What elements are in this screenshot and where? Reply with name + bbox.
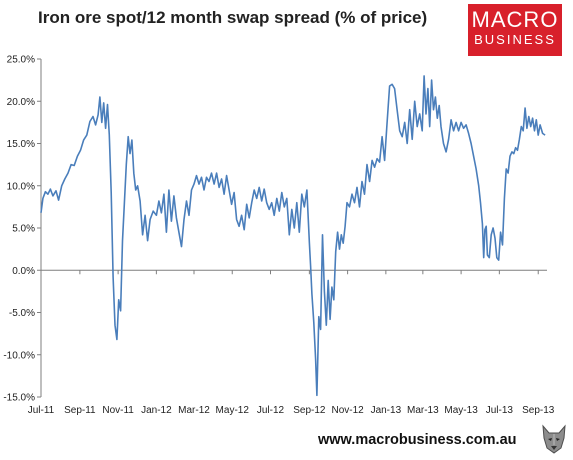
- logo-line-macro: MACRO: [471, 7, 559, 32]
- x-tick-label: Jan-13: [371, 405, 402, 416]
- y-tick-label: 5.0%: [12, 224, 35, 235]
- x-tick-label: May-13: [444, 405, 478, 416]
- line-chart: 25.0% 20.0% 15.0% 10.0% 5.0% 0.0% -5.0% -10.0% -…: [3, 55, 555, 417]
- y-tick-label: 25.0%: [7, 55, 35, 66]
- y-tick-label: 15.0%: [7, 139, 35, 150]
- y-tick-label: 20.0%: [7, 97, 35, 108]
- x-tick-label: Sep-11: [64, 405, 96, 416]
- x-tick-label: Nov-12: [331, 405, 364, 416]
- x-tick-label: Sep-13: [522, 405, 555, 416]
- x-tick-label: Jul-11: [28, 405, 55, 416]
- x-tick-label: Mar-13: [407, 405, 439, 416]
- x-tick-label: Jul-13: [486, 405, 514, 416]
- y-tick-label: 10.0%: [7, 181, 35, 192]
- macrobusiness-logo[interactable]: MACRO BUSINESS: [468, 4, 562, 56]
- x-axis-ticks: Jul-11 Sep-11 Nov-11 Jan-12 Mar-12 May-12 Jul-…: [28, 270, 555, 416]
- x-tick-label: Nov-11: [102, 405, 134, 416]
- x-tick-label: Mar-12: [178, 405, 210, 416]
- chart-title: Iron ore spot/12 month swap spread (% of…: [38, 8, 428, 27]
- x-tick-label: May-12: [216, 405, 250, 416]
- x-tick-label: Jan-12: [141, 405, 172, 416]
- x-tick-label: Sep-12: [293, 405, 326, 416]
- logo-line-business: BUSINESS: [474, 32, 556, 47]
- series-group: [40, 75, 546, 397]
- y-tick-label: -15.0%: [3, 393, 35, 404]
- series-line: [40, 75, 546, 397]
- y-tick-label: -5.0%: [9, 308, 35, 319]
- y-axis-ticks: 25.0% 20.0% 15.0% 10.0% 5.0% 0.0% -5.0% -10.0% -…: [3, 55, 41, 404]
- wolf-icon: [542, 424, 566, 454]
- y-tick-label: -10.0%: [3, 350, 35, 361]
- y-tick-label: 0.0%: [12, 266, 35, 277]
- website-url[interactable]: www.macrobusiness.com.au: [318, 432, 517, 448]
- x-tick-label: Jul-12: [257, 405, 285, 416]
